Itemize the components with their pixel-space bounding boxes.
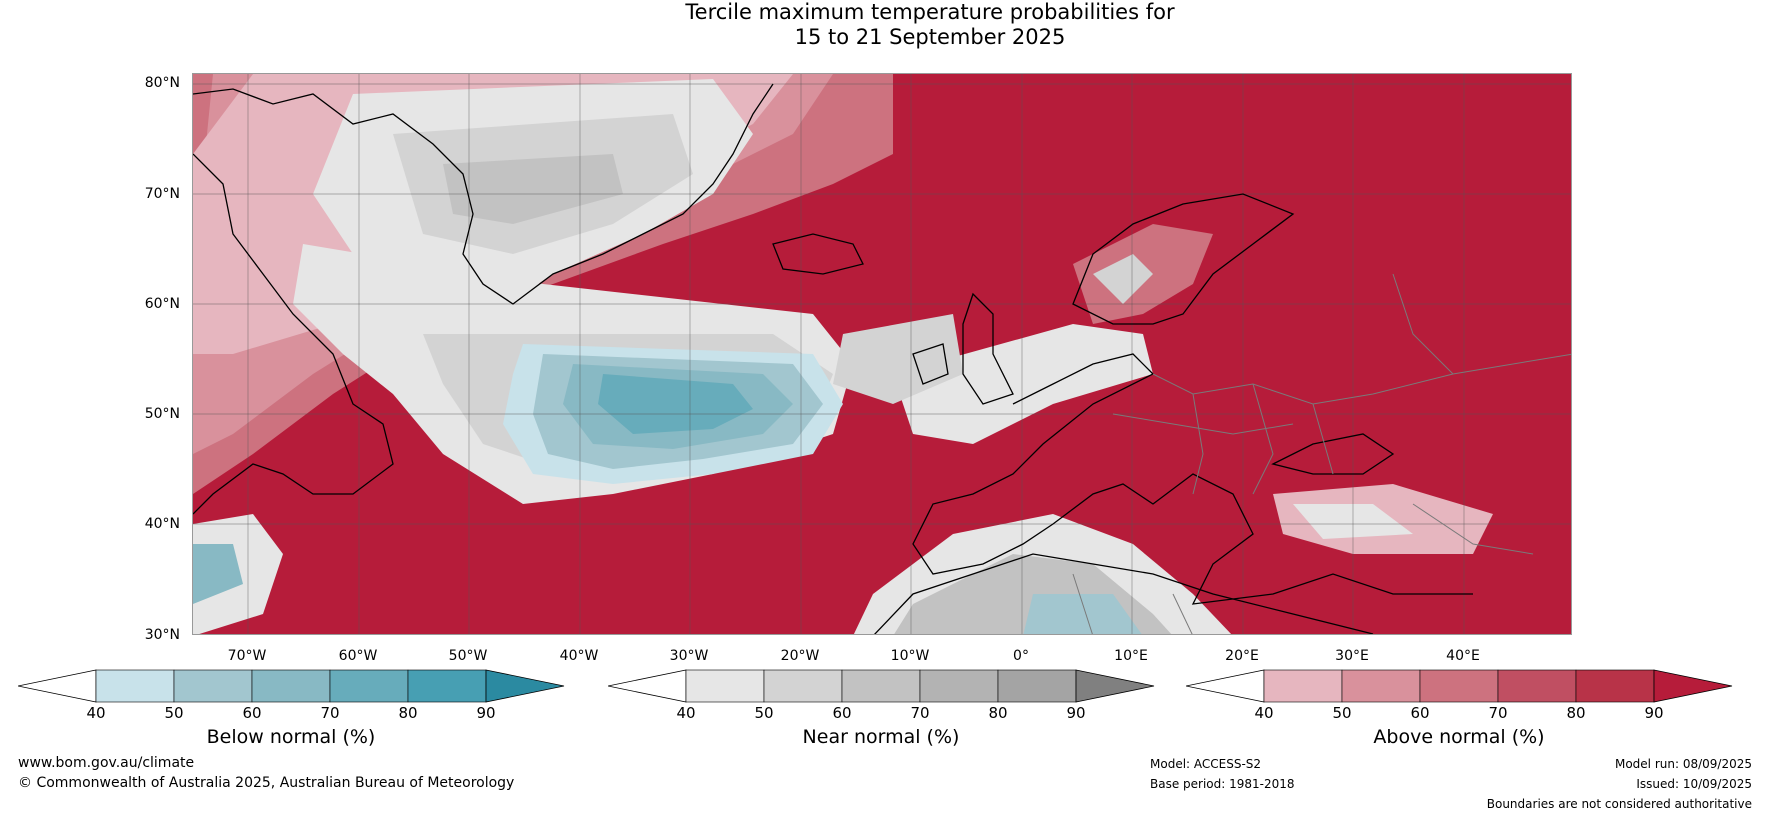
title-line-2: 15 to 21 September 2025 [794,25,1066,49]
graticule [193,74,1571,634]
scandinavia-coast [1072,193,1295,325]
near-tick-50: 50 [754,704,774,722]
above-tick-50: 50 [1332,704,1352,722]
colorbar-below-title: Below normal (%) [206,726,376,748]
below-tick-80: 80 [398,704,418,722]
europe-coast [912,353,1473,605]
lat-label-70n: 70°N [144,186,180,202]
map-canvas [193,74,1571,634]
below-tick-60: 60 [242,704,262,722]
lon-label-0: 0° [1013,648,1029,664]
model-text: Model: ACCESS-S2 [1150,757,1262,771]
model-run-text: Model run: 08/09/2025 [1614,757,1752,771]
copyright-text: © Commonwealth of Australia 2025, Austra… [18,775,515,791]
colorbar-above-normal: 40 50 60 70 80 90 [1185,668,1736,722]
north-america-coast [193,153,394,515]
below-tick-70: 70 [320,704,340,722]
near-normal-north-dark [443,154,623,224]
disclaimer-text: Boundaries are not considered authoritat… [1486,797,1752,811]
colorbar-near-title: Near normal (%) [802,726,960,748]
below-tick-90: 90 [476,704,496,722]
lat-label-60n: 60°N [144,296,180,312]
above-tick-70: 70 [1488,704,1508,722]
lat-label-80n: 80°N [144,75,180,91]
near-tick-90: 90 [1066,704,1086,722]
above-tick-40: 40 [1254,704,1274,722]
lat-label-30n: 30°N [144,627,180,643]
near-tick-70: 70 [910,704,930,722]
below-tick-40: 40 [86,704,106,722]
coastlines [193,83,1473,634]
lon-label-50w: 50°W [448,648,488,664]
lon-label-20w: 20°W [780,648,820,664]
greenland-coast [193,83,774,305]
lon-label-10e: 10°E [1114,648,1148,664]
map-title: Tercile maximum temperature probabilitie… [0,0,1770,50]
lat-label-50n: 50°N [144,406,180,422]
lon-label-10w: 10°W [890,648,930,664]
near-tick-40: 40 [676,704,696,722]
lon-label-40e: 40°E [1446,648,1480,664]
lon-label-60w: 60°W [338,648,378,664]
below-normal-dark [598,374,753,434]
lon-label-30w: 30°W [669,648,709,664]
ireland-coast [912,343,949,385]
website-link[interactable]: www.bom.gov.au/climate [18,755,195,771]
near-tick-60: 60 [832,704,852,722]
below-tick-50: 50 [164,704,184,722]
title-line-1: Tercile maximum temperature probabilitie… [685,0,1175,24]
lon-label-40w: 40°W [559,648,599,664]
base-period-text: Base period: 1981-2018 [1150,777,1295,791]
lon-label-30e: 30°E [1335,648,1369,664]
near-normal-norway [1093,254,1153,304]
above-tick-60: 60 [1410,704,1430,722]
lat-label-40n: 40°N [144,516,180,532]
iceland-coast [772,233,864,275]
africa-coast [874,553,1374,634]
lon-label-70w: 70°W [227,648,267,664]
above-tick-90: 90 [1644,704,1664,722]
colorbar-above-title: Above normal (%) [1373,726,1545,748]
above-tick-80: 80 [1566,704,1586,722]
black-sea-coast [1271,433,1395,475]
probability-map [192,73,1572,635]
lon-label-20e: 20°E [1225,648,1259,664]
near-tick-80: 80 [988,704,1008,722]
below-normal-sw [193,544,243,604]
colorbar-near-normal: 40 50 60 70 80 90 [607,668,1158,722]
issued-text: Issued: 10/09/2025 [1636,777,1752,791]
below-normal-sahara [1023,594,1142,634]
britain-coast [962,292,1014,405]
colorbar-below-normal: 40 50 60 70 80 90 [17,668,568,722]
country-borders [1072,273,1571,634]
